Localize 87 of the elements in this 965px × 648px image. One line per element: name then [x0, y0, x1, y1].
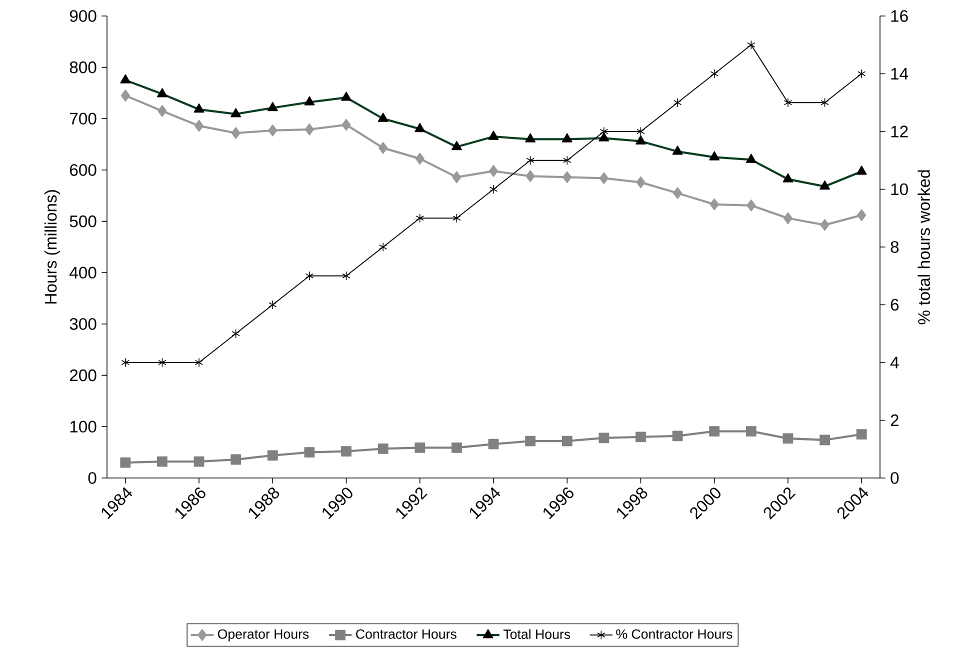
point	[709, 426, 720, 436]
y-tick-label: 100	[70, 420, 96, 433]
point	[341, 446, 352, 456]
y2-tick-label: 0	[890, 472, 899, 484]
point	[231, 127, 240, 140]
point	[562, 436, 572, 446]
y2-tick-label: 6	[890, 298, 899, 311]
point	[342, 271, 350, 281]
point	[194, 120, 204, 132]
point	[489, 184, 498, 194]
point	[305, 271, 314, 281]
y-tick-label: 500	[70, 215, 96, 228]
point	[599, 172, 609, 184]
point	[416, 213, 424, 223]
point	[526, 156, 534, 166]
point	[304, 447, 315, 458]
point	[636, 176, 646, 188]
y2-tick-label: 12	[891, 126, 908, 138]
point	[746, 426, 756, 436]
point	[158, 358, 166, 368]
point	[158, 104, 167, 117]
point	[415, 152, 424, 165]
point	[120, 90, 130, 102]
point	[194, 456, 204, 467]
point	[598, 432, 610, 444]
point	[672, 187, 682, 200]
y2-axis-title: % total hours worked	[918, 170, 930, 324]
point	[268, 124, 278, 136]
point	[746, 199, 756, 212]
y-tick-label: 300	[70, 318, 96, 330]
point	[378, 142, 388, 154]
point	[526, 170, 535, 182]
y-tick-label: 700	[70, 112, 96, 125]
y-axis-title: Hours (millions)	[44, 190, 60, 304]
point	[232, 328, 240, 338]
y-tick-label: 200	[70, 369, 96, 382]
point	[784, 98, 792, 108]
point	[268, 300, 277, 310]
y-tick-label: 0	[88, 472, 96, 484]
point	[782, 433, 794, 444]
point	[710, 69, 718, 78]
point	[636, 432, 646, 442]
point	[267, 450, 278, 461]
point	[563, 156, 572, 166]
point	[562, 171, 572, 184]
point	[856, 429, 867, 440]
point	[710, 198, 719, 210]
y-tick-label: 900	[70, 10, 96, 22]
point	[157, 456, 168, 467]
point	[783, 212, 793, 224]
point	[378, 444, 388, 454]
legend-label: % Contractor Hours	[616, 629, 732, 639]
y2-tick-label: 16	[891, 10, 908, 22]
point	[636, 126, 645, 136]
point	[120, 457, 131, 468]
point	[857, 209, 866, 222]
y2-tick-label: 14	[891, 68, 908, 80]
y-tick-label: 800	[70, 61, 96, 74]
y2-tick-label: 2	[890, 414, 898, 426]
point	[342, 118, 351, 131]
point	[452, 171, 462, 184]
point	[488, 165, 498, 178]
point	[121, 358, 130, 368]
point	[452, 213, 461, 223]
legend-label: Contractor Hours	[356, 629, 456, 639]
point	[304, 123, 314, 136]
point	[525, 436, 536, 446]
point	[488, 438, 499, 450]
point	[820, 218, 830, 231]
point	[820, 98, 829, 108]
point	[194, 358, 204, 368]
point	[820, 434, 830, 446]
legend-label: Operator Hours	[218, 629, 309, 642]
point	[378, 242, 388, 252]
point	[673, 98, 682, 108]
point	[451, 442, 462, 453]
point	[858, 69, 866, 78]
point	[672, 430, 683, 442]
point	[747, 40, 756, 50]
y2-tick-label: 8	[890, 241, 899, 253]
point	[230, 454, 242, 465]
legend-label: Total Hours	[503, 629, 570, 639]
point	[414, 442, 426, 453]
y-tick-label: 600	[70, 164, 96, 176]
y2-tick-label: 10	[891, 183, 908, 196]
y2-tick-label: 4	[890, 356, 899, 368]
y-tick-label: 400	[70, 266, 96, 279]
